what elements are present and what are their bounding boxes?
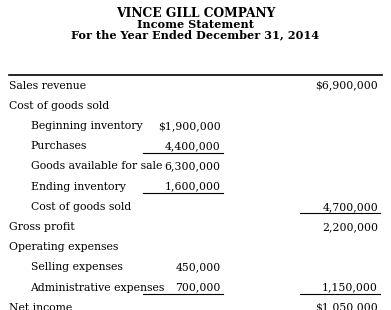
Text: For the Year Ended December 31, 2014: For the Year Ended December 31, 2014 [72,30,319,41]
Text: Gross profit: Gross profit [9,222,75,232]
Text: VINCE GILL COMPANY: VINCE GILL COMPANY [116,7,275,20]
Text: Ending inventory: Ending inventory [30,182,126,192]
Text: Selling expenses: Selling expenses [30,262,122,272]
Text: 1,600,000: 1,600,000 [165,182,221,192]
Text: Administrative expenses: Administrative expenses [30,282,165,293]
Text: Cost of goods sold: Cost of goods sold [30,202,131,212]
Text: $1,050,000: $1,050,000 [315,303,378,310]
Text: $1,900,000: $1,900,000 [158,121,221,131]
Text: $6,900,000: $6,900,000 [315,81,378,91]
Text: Goods available for sale: Goods available for sale [30,162,162,171]
Text: Cost of goods sold: Cost of goods sold [9,101,109,111]
Text: Beginning inventory: Beginning inventory [30,121,142,131]
Text: Purchases: Purchases [30,141,87,151]
Text: 450,000: 450,000 [176,262,221,272]
Text: 6,300,000: 6,300,000 [165,162,221,171]
Text: Operating expenses: Operating expenses [9,242,118,252]
Text: 1,150,000: 1,150,000 [322,282,378,293]
Text: 2,200,000: 2,200,000 [322,222,378,232]
Text: 4,700,000: 4,700,000 [322,202,378,212]
Text: 4,400,000: 4,400,000 [165,141,221,151]
Text: Net income: Net income [9,303,72,310]
Text: Sales revenue: Sales revenue [9,81,86,91]
Text: 700,000: 700,000 [175,282,221,293]
Text: Income Statement: Income Statement [137,19,254,30]
